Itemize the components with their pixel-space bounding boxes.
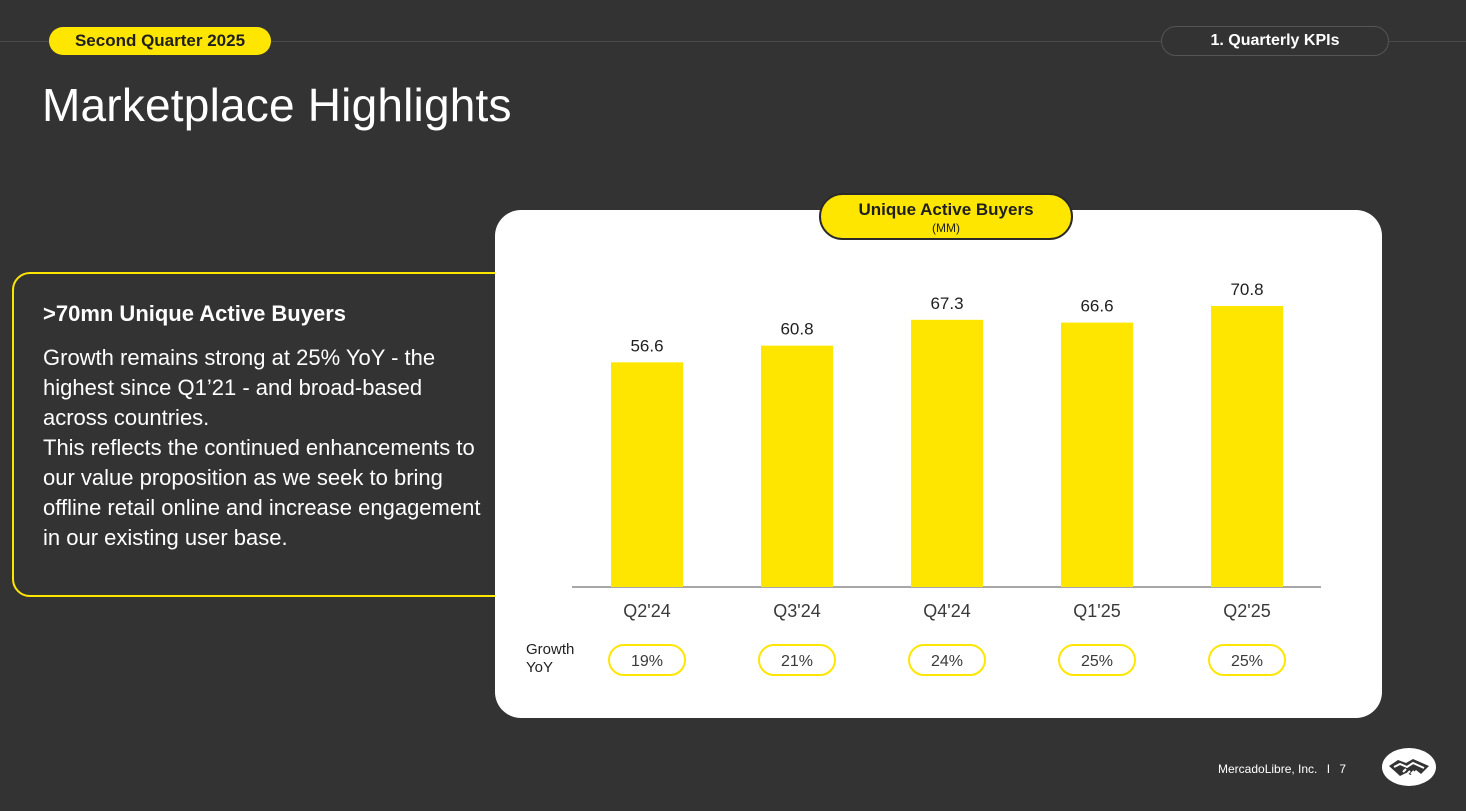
callout-body: Growth remains strong at 25% YoY - the h… xyxy=(43,343,483,553)
bar-value-label: 56.6 xyxy=(630,336,663,355)
growth-pill xyxy=(908,644,986,676)
growth-value: 24% xyxy=(931,653,963,670)
growth-yoy-text: Growth YoY xyxy=(526,641,575,676)
section-label[interactable]: 1. Quarterly KPIs xyxy=(1161,26,1389,56)
growth-value: 21% xyxy=(781,653,813,670)
callout-paragraph-2: This reflects the continued enhancements… xyxy=(43,435,481,550)
bar xyxy=(911,319,983,587)
growth-pill xyxy=(1058,644,1136,676)
chart-unit: (MM) xyxy=(932,221,960,235)
chart-title-pill: Unique Active Buyers (MM) xyxy=(819,193,1073,240)
growth-pill xyxy=(1208,644,1286,676)
bar-value-label: 70.8 xyxy=(1230,280,1263,299)
header-divider xyxy=(0,41,1466,42)
growth-value: 19% xyxy=(631,653,663,670)
growth-yoy-label: Growth YoY xyxy=(526,641,584,677)
x-tick-label: Q2'25 xyxy=(1223,601,1270,621)
handshake-logo-icon xyxy=(1382,748,1436,786)
quarter-badge: Second Quarter 2025 xyxy=(49,27,271,55)
x-tick-label: Q1'25 xyxy=(1073,601,1120,621)
footer-company: MercadoLibre, Inc. xyxy=(1218,762,1318,776)
growth-pill xyxy=(608,644,686,676)
bar-value-label: 60.8 xyxy=(780,320,813,339)
footer: MercadoLibre, Inc. I 7 xyxy=(1218,762,1346,776)
bar xyxy=(1211,305,1283,587)
growth-pill xyxy=(758,644,836,676)
page-title: Marketplace Highlights xyxy=(42,79,512,131)
callout-paragraph-1: Growth remains strong at 25% YoY - the h… xyxy=(43,345,436,430)
bar xyxy=(1061,322,1133,587)
x-tick-label: Q2'24 xyxy=(623,601,670,621)
bar xyxy=(761,345,833,587)
callout-title: >70mn Unique Active Buyers xyxy=(43,301,347,326)
growth-value: 25% xyxy=(1081,653,1113,670)
footer-separator: I xyxy=(1326,762,1331,776)
bar-value-label: 66.6 xyxy=(1080,297,1113,316)
chart-title: Unique Active Buyers xyxy=(858,200,1034,219)
growth-value: 25% xyxy=(1231,653,1263,670)
bar xyxy=(611,362,683,587)
x-tick-label: Q4'24 xyxy=(923,601,970,621)
page-number: 7 xyxy=(1339,762,1347,776)
x-tick-label: Q3'24 xyxy=(773,601,820,621)
bar-value-label: 67.3 xyxy=(930,294,963,313)
